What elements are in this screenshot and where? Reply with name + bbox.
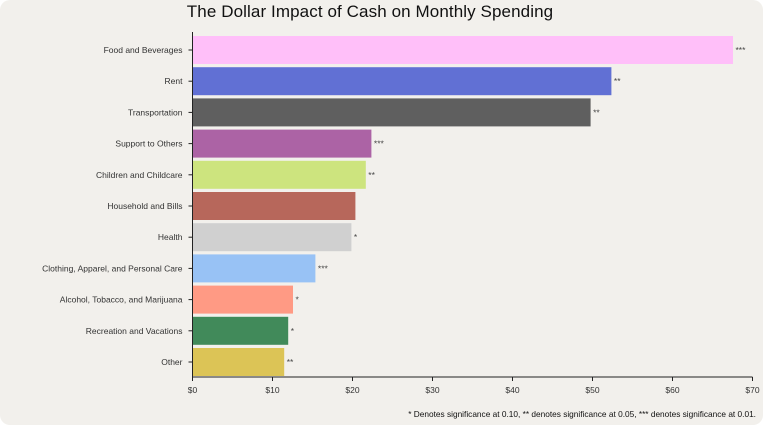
chart-card: The Dollar Impact of Cash on Monthly Spe…	[0, 0, 763, 425]
bar-3	[193, 129, 372, 158]
significance-marker-10: **	[287, 357, 294, 367]
x-tick-label-3: $30	[425, 385, 439, 395]
significance-marker-7: ***	[318, 263, 329, 273]
significance-marker-4: **	[368, 170, 375, 180]
category-label-6: Health	[158, 232, 183, 242]
significance-footnote: * Denotes significance at 0.10, ** denot…	[408, 409, 756, 419]
significance-marker-8: *	[296, 295, 300, 305]
significance-marker-0: ***	[736, 45, 747, 55]
significance-marker-1: **	[614, 76, 621, 86]
category-label-10: Other	[161, 357, 182, 367]
bar-0	[193, 36, 733, 64]
category-label-4: Children and Childcare	[96, 170, 183, 180]
bar-8	[193, 285, 293, 314]
bar-7	[193, 254, 316, 283]
bar-5	[193, 192, 356, 220]
significance-marker-6: *	[354, 232, 358, 242]
x-tick-label-7: $70	[745, 385, 759, 395]
bar-6	[193, 223, 352, 252]
chart-title: The Dollar Impact of Cash on Monthly Spe…	[186, 2, 554, 21]
category-label-5: Household and Bills	[107, 201, 182, 211]
bar-9	[193, 316, 289, 345]
category-label-9: Recreation and Vacations	[86, 326, 183, 336]
category-label-8: Alcohol, Tobacco, and Marijuana	[60, 295, 183, 305]
x-tick-label-5: $50	[585, 385, 599, 395]
category-label-2: Transportation	[128, 107, 183, 117]
x-tick-label-0: $0	[188, 385, 198, 395]
x-tick-label-6: $60	[665, 385, 679, 395]
category-label-0: Food and Beverages	[104, 45, 183, 55]
x-tick-label-2: $20	[345, 385, 359, 395]
bar-chart: Food and Beverages ***Rent **Transportatio…	[42, 32, 760, 395]
bar-1	[193, 67, 612, 96]
category-label-1: Rent	[165, 76, 184, 86]
bar-2	[193, 98, 591, 127]
significance-marker-3: ***	[374, 139, 385, 149]
significance-marker-2: **	[593, 107, 600, 117]
bar-4	[193, 160, 366, 189]
bar-10	[193, 348, 285, 376]
x-tick-label-4: $40	[505, 385, 519, 395]
category-label-7: Clothing, Apparel, and Personal Care	[42, 263, 183, 273]
significance-marker-9: *	[291, 326, 295, 336]
category-label-3: Support to Others	[115, 139, 182, 149]
x-tick-label-1: $10	[265, 385, 279, 395]
